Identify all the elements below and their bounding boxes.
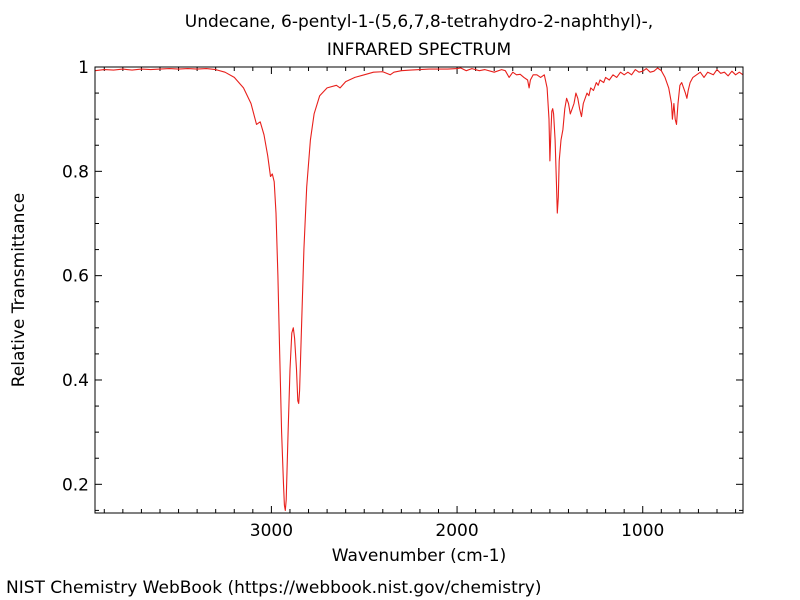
chart-subtitle: INFRARED SPECTRUM (326, 40, 512, 60)
axis-ticks (95, 66, 743, 513)
footer-credit: NIST Chemistry WebBook (https://webbook.… (6, 578, 542, 598)
y-tick-label: 0.8 (62, 162, 89, 182)
chart-title: Undecane, 6-pentyl-1-(5,6,7,8-tetrahydro… (184, 12, 654, 32)
x-tick-label: 2000 (435, 521, 478, 541)
x-tick-label: 1000 (621, 521, 664, 541)
spectrum-line (94, 67, 744, 511)
y-tick-label: 0.4 (62, 371, 89, 391)
x-tick-label: 3000 (250, 521, 293, 541)
x-axis-label: Wavenumber (cm-1) (332, 546, 507, 566)
y-axis-label: Relative Transmittance (9, 193, 29, 388)
tick-labels: 3000 2000 1000 0.2 0.4 0.6 0.8 1 (62, 58, 664, 541)
y-tick-label: 0.2 (62, 475, 89, 495)
y-tick-label: 0.6 (62, 267, 89, 287)
plot-frame (94, 66, 744, 514)
y-tick-label: 1 (78, 58, 89, 78)
